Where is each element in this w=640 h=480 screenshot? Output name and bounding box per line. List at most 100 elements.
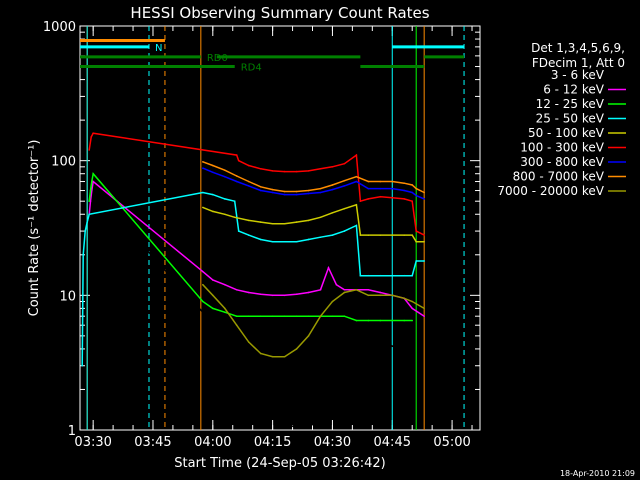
data-point <box>319 216 322 219</box>
data-point <box>84 230 86 232</box>
data-point <box>86 221 88 223</box>
data-point <box>223 283 226 286</box>
data-point <box>92 132 94 134</box>
data-point <box>331 405 334 408</box>
data-point <box>295 221 298 223</box>
data-point <box>233 200 236 203</box>
data-point <box>367 288 370 291</box>
data-point <box>423 198 425 200</box>
data-point <box>235 175 238 177</box>
data-point <box>223 348 226 350</box>
legend-label: 12 - 25 keV <box>536 97 605 111</box>
data-point <box>343 291 346 294</box>
data-point <box>92 172 94 175</box>
data-point <box>331 234 334 236</box>
data-point <box>411 234 414 236</box>
data-point <box>379 195 382 198</box>
data-point <box>295 426 298 428</box>
data-point <box>343 162 346 165</box>
data-point <box>343 185 346 187</box>
legend-header-2: FDecim 1, Att 0 <box>532 56 625 70</box>
data-point <box>295 193 298 196</box>
data-point <box>367 348 370 350</box>
data-point <box>307 189 310 192</box>
data-point <box>411 348 414 350</box>
flag-label: RD4 <box>241 63 262 74</box>
data-point <box>391 319 394 322</box>
data-point <box>92 180 94 183</box>
data-point <box>82 253 84 256</box>
data-point <box>307 238 310 241</box>
data-point <box>212 294 214 297</box>
flag-label: N <box>155 43 162 54</box>
data-point <box>367 198 370 200</box>
data-point <box>319 168 322 170</box>
data-point <box>367 319 370 322</box>
data-point <box>271 413 274 416</box>
data-point <box>403 198 406 200</box>
data-point <box>235 288 238 291</box>
data-point <box>307 335 310 337</box>
data-point <box>319 236 322 239</box>
data-point <box>423 307 425 310</box>
data-point <box>247 219 250 222</box>
data-point <box>271 222 274 225</box>
data-point <box>367 294 370 297</box>
data-point <box>283 193 286 196</box>
data-point <box>367 187 370 190</box>
data-point <box>259 398 262 400</box>
data-point <box>212 193 214 196</box>
data-point <box>90 136 92 138</box>
data-point <box>391 345 394 347</box>
data-point <box>259 352 262 355</box>
data-point <box>247 291 250 294</box>
data-point <box>343 288 346 291</box>
data-point <box>319 191 322 194</box>
y-tick-label: 1 <box>68 424 76 439</box>
data-point <box>319 418 322 421</box>
data-point <box>423 234 425 236</box>
data-point <box>237 159 240 162</box>
data-point <box>391 180 394 183</box>
data-point <box>271 355 274 358</box>
data-point <box>391 294 394 297</box>
data-point <box>359 200 362 203</box>
data-point <box>411 300 414 303</box>
data-point <box>403 234 406 236</box>
data-point <box>212 171 214 174</box>
data-point <box>343 230 346 232</box>
data-point <box>355 204 358 206</box>
data-point <box>259 315 262 317</box>
data-point <box>411 319 414 322</box>
data-point <box>331 188 334 191</box>
x-tick-label: 04:45 <box>374 435 411 450</box>
data-point <box>319 187 322 190</box>
data-point <box>411 274 414 277</box>
data-point <box>355 288 358 291</box>
data-point <box>88 149 90 151</box>
data-point <box>233 216 236 219</box>
data-point <box>423 191 425 194</box>
data-point <box>271 240 274 243</box>
data-point <box>283 355 286 358</box>
data-point <box>415 230 417 232</box>
data-point <box>343 179 346 182</box>
data-point <box>355 364 358 367</box>
series-line <box>88 172 413 322</box>
legend-label: 100 - 300 keV <box>520 141 604 155</box>
data-point <box>295 315 298 317</box>
data-point <box>391 196 394 199</box>
data-point <box>247 164 250 167</box>
data-point <box>411 191 414 194</box>
legend-label: 6 - 12 keV <box>543 83 605 97</box>
data-point <box>259 189 262 192</box>
data-point <box>283 170 286 173</box>
generation-timestamp: 18-Apr-2010 21:09 <box>560 469 635 478</box>
data-point <box>88 200 90 203</box>
data-point <box>202 300 204 303</box>
data-point <box>411 307 414 310</box>
data-point <box>367 180 370 183</box>
data-point <box>307 315 310 317</box>
x-tick-label: 04:00 <box>194 435 231 450</box>
